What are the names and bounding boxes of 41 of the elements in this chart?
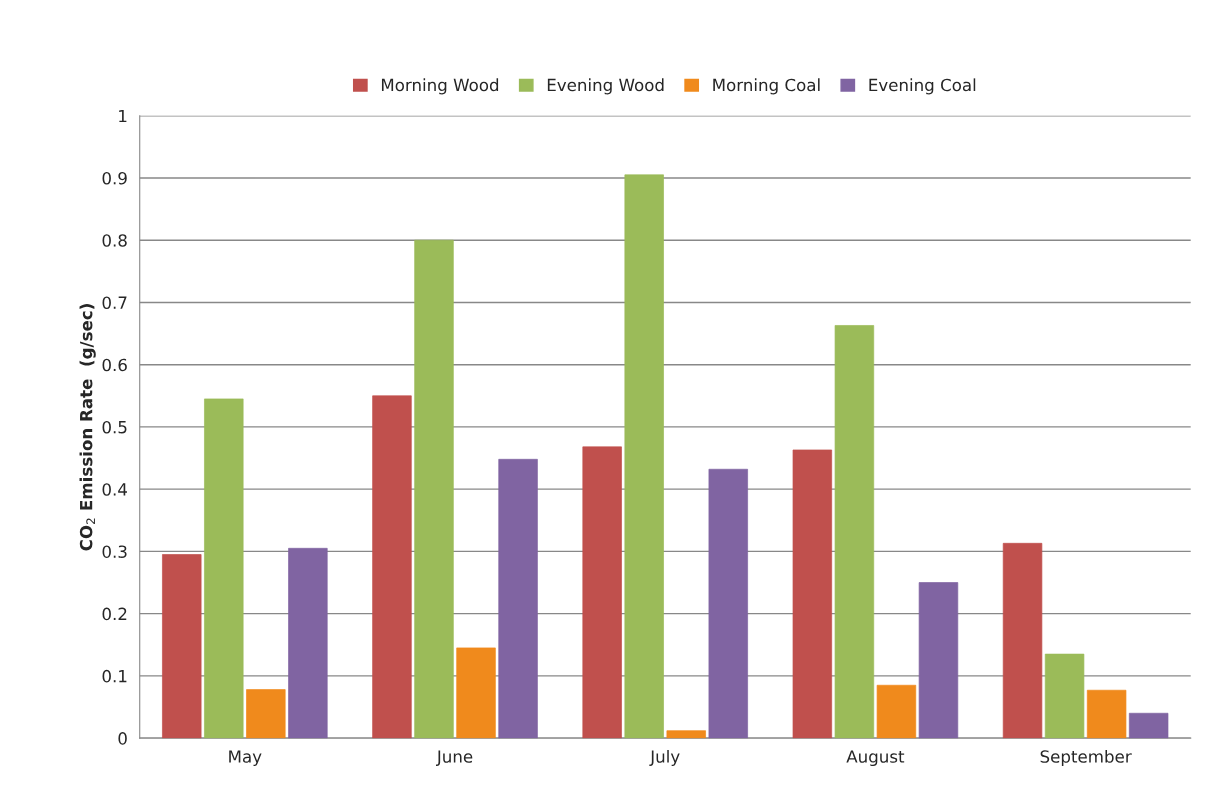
legend-label: Morning Wood — [381, 78, 499, 95]
x-tick-label: May — [229, 750, 262, 767]
y-axis-title: CO$_{2}$ Emission Rate (g/sec) — [79, 304, 96, 551]
y-tick-label: 0.7 — [102, 296, 127, 310]
bar — [288, 547, 328, 739]
x-tick-label: June — [436, 750, 473, 766]
bar — [666, 730, 706, 739]
bar — [246, 689, 286, 739]
x-tick-label: July — [649, 749, 680, 767]
bar — [204, 398, 244, 739]
y-tick-label: 0.5 — [102, 420, 127, 434]
x-tick-label: September — [1040, 749, 1132, 767]
bar — [162, 554, 202, 739]
bar — [624, 174, 664, 739]
y-tick-label: 0.8 — [102, 234, 127, 247]
bar — [456, 647, 496, 739]
y-tick-label: 0.6 — [102, 358, 127, 372]
x-tick-label: August — [846, 750, 905, 767]
y-tick-label: 0.3 — [102, 545, 127, 558]
y-tick-label: 1 — [119, 109, 127, 123]
legend-label: Morning Coal — [713, 78, 820, 95]
bar — [1086, 689, 1127, 739]
legend-label: Evening Coal — [869, 78, 976, 95]
bar — [498, 458, 538, 739]
y-tick-label: 0.1 — [102, 669, 127, 683]
bar — [876, 684, 917, 739]
bar — [834, 325, 875, 739]
y-tick-label: 0.2 — [102, 607, 127, 621]
bar — [1002, 542, 1043, 739]
y-tick-label: 0.9 — [102, 171, 127, 185]
bar — [372, 395, 412, 739]
bar — [708, 468, 748, 739]
bar — [1128, 712, 1169, 739]
bar — [792, 449, 833, 739]
y-tick-label: 0.4 — [102, 483, 127, 496]
bar — [582, 446, 622, 739]
legend-label: Evening Wood — [547, 78, 664, 95]
y-tick-label: 0 — [118, 732, 127, 745]
bar — [1044, 653, 1085, 739]
bar — [918, 582, 959, 739]
bar — [414, 239, 454, 739]
